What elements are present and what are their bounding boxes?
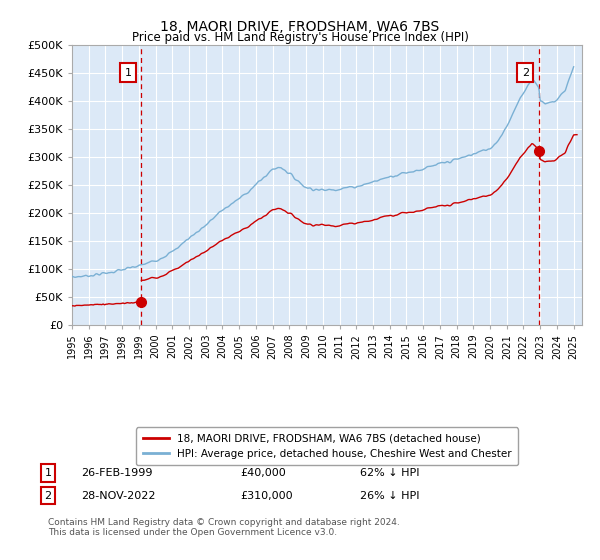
Text: 62% ↓ HPI: 62% ↓ HPI bbox=[360, 468, 419, 478]
Text: 2: 2 bbox=[522, 68, 529, 78]
Text: 1: 1 bbox=[44, 468, 52, 478]
Text: Price paid vs. HM Land Registry's House Price Index (HPI): Price paid vs. HM Land Registry's House … bbox=[131, 31, 469, 44]
Text: £40,000: £40,000 bbox=[240, 468, 286, 478]
Text: 28-NOV-2022: 28-NOV-2022 bbox=[81, 491, 155, 501]
Text: Contains HM Land Registry data © Crown copyright and database right 2024.
This d: Contains HM Land Registry data © Crown c… bbox=[48, 518, 400, 538]
Text: 2: 2 bbox=[44, 491, 52, 501]
Legend: 18, MAORI DRIVE, FRODSHAM, WA6 7BS (detached house), HPI: Average price, detache: 18, MAORI DRIVE, FRODSHAM, WA6 7BS (deta… bbox=[136, 427, 518, 465]
Text: 26-FEB-1999: 26-FEB-1999 bbox=[81, 468, 152, 478]
Text: £310,000: £310,000 bbox=[240, 491, 293, 501]
Text: 18, MAORI DRIVE, FRODSHAM, WA6 7BS: 18, MAORI DRIVE, FRODSHAM, WA6 7BS bbox=[160, 20, 440, 34]
Text: 26% ↓ HPI: 26% ↓ HPI bbox=[360, 491, 419, 501]
Text: 1: 1 bbox=[125, 68, 131, 78]
